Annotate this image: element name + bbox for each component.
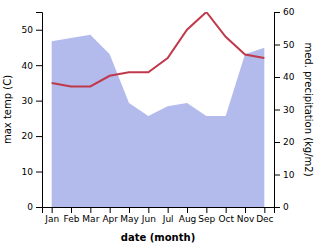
tick-label: Jul	[162, 214, 174, 224]
tick: May	[120, 207, 139, 224]
tick-label: Nov	[237, 214, 255, 224]
tick: Jan	[44, 207, 59, 224]
tick-mark	[187, 207, 188, 213]
tick-mark	[206, 207, 207, 213]
tick-label: Dec	[256, 214, 273, 224]
tick: 60	[274, 7, 295, 17]
tick-label: 40	[22, 61, 34, 71]
tick-label: Aug	[179, 214, 197, 224]
tick: 10	[274, 170, 295, 180]
tick-label: 10	[22, 167, 34, 177]
marks	[52, 12, 265, 207]
tick: 50	[22, 25, 42, 35]
y2-axis-title: med. precipitation (kg/m2)	[303, 42, 314, 176]
tick-label: Jun	[141, 214, 156, 224]
tick-mark	[36, 207, 42, 208]
tick-mark	[52, 207, 53, 213]
tick-label: Mar	[82, 214, 99, 224]
tick: 40	[22, 61, 42, 71]
x-axis-title: date (month)	[121, 232, 195, 243]
tick-mark	[274, 12, 280, 13]
tick-label: 60	[283, 7, 295, 17]
chart: Jan FebMarAprMayJun Jul AugSepOctNovDec 0 10 2…	[0, 0, 318, 247]
tick: 0	[274, 202, 289, 212]
axis-line	[43, 208, 275, 214]
y2-axis: 0 10 20 30 40 50 60	[274, 7, 295, 212]
tick-label: 20	[283, 137, 295, 147]
tick: Nov	[237, 207, 255, 224]
tick-mark	[36, 101, 42, 102]
tick-mark	[36, 136, 42, 137]
tick-mark	[274, 45, 280, 46]
tick: Feb	[64, 207, 80, 224]
tick: 40	[274, 72, 295, 82]
tick-mark	[274, 77, 280, 78]
plot-area: Jan FebMarAprMayJun Jul AugSepOctNovDec 0 10 2…	[2, 7, 314, 243]
tick-mark	[148, 207, 149, 213]
tick-label: Jan	[44, 214, 59, 224]
y-axis-title: max temp (C)	[2, 75, 13, 144]
tick-label: Apr	[102, 214, 118, 224]
tick-mark	[274, 175, 280, 176]
tick-label: 50	[22, 25, 34, 35]
tick-mark	[71, 207, 72, 213]
tick: Jun	[141, 207, 156, 224]
tick-label: 0	[27, 202, 33, 212]
tick-label: Sep	[198, 214, 215, 224]
tick-label: 40	[283, 72, 295, 82]
tick-mark	[226, 207, 227, 213]
x-axis: Jan FebMarAprMayJun Jul AugSepOctNovDec	[43, 207, 275, 224]
tick-mark	[36, 65, 42, 66]
tick-mark	[274, 110, 280, 111]
tick-label: 0	[283, 202, 289, 212]
tick-label: 50	[283, 40, 295, 50]
tick-mark	[168, 207, 169, 213]
tick: Aug	[179, 207, 197, 224]
tick-mark	[264, 207, 265, 213]
tick: 20	[22, 131, 42, 141]
tick: Mar	[82, 207, 99, 224]
tick-label: Feb	[64, 214, 80, 224]
tick: Sep	[198, 207, 215, 224]
tick: 30	[274, 105, 295, 115]
y-axis: 0 10 20 30 40 50	[22, 13, 43, 213]
tick-mark	[274, 207, 280, 208]
tick-label: May	[120, 214, 139, 224]
tick-mark	[245, 207, 246, 213]
tick-mark	[110, 207, 111, 213]
axis-line	[36, 13, 43, 208]
tick: Jul	[162, 207, 174, 224]
tick: 50	[274, 40, 295, 50]
tick: Apr	[102, 207, 118, 224]
line	[52, 12, 265, 86]
tick-label: 30	[22, 96, 34, 106]
tick-mark	[90, 207, 91, 213]
tick: 10	[22, 167, 42, 177]
tick-label: 30	[283, 105, 295, 115]
area	[52, 35, 265, 207]
axis-line	[275, 13, 281, 208]
tick-mark	[36, 30, 42, 31]
tick: Oct	[218, 207, 234, 224]
tick-mark	[129, 207, 130, 213]
tick: 20	[274, 137, 295, 147]
tick-mark	[36, 172, 42, 173]
tick-label: Oct	[218, 214, 234, 224]
tick-mark	[274, 142, 280, 143]
tick: 30	[22, 96, 42, 106]
tick: 0	[27, 202, 42, 212]
tick-label: 20	[22, 131, 34, 141]
tick: Dec	[256, 207, 273, 224]
tick-label: 10	[283, 170, 295, 180]
